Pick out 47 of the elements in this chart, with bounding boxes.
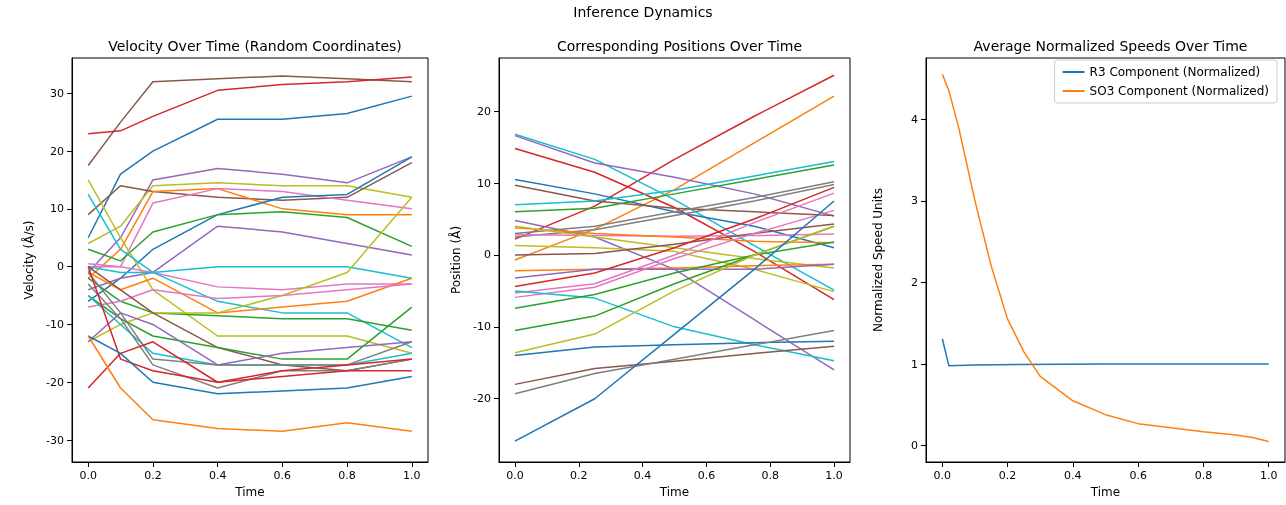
x-tick-label: 0.2 [998,469,1017,482]
x-tick-label: 0.6 [697,469,716,482]
x-tick-label: 1.0 [403,469,421,482]
x-tick-label: 0.0 [506,469,524,482]
x-tick-label: 0.8 [338,469,356,482]
y-tick-label: 10 [50,202,64,216]
y-tick-label: 3 [911,194,918,208]
x-axis-title: Time [1089,485,1121,499]
x-tick-label: 1.0 [1259,469,1278,482]
y-axis-title: Position (Å) [448,225,464,295]
x-axis-title: Time [234,485,265,499]
x-tick-label: 0.4 [633,469,652,482]
y-tick-label: 0 [911,439,918,453]
x-axis-title: Time [658,485,690,499]
y-tick-label: -10 [46,317,64,331]
chart-title: Corresponding Positions Over Time [556,38,803,54]
legend-label: SO3 Component (Normalized) [1089,84,1270,98]
y-tick-label: 0 [57,260,64,274]
y-axis-title: Normalized Speed Units [871,188,885,332]
y-tick-label: 10 [477,176,491,190]
chart-title: Velocity Over Time (Random Coordinates) [108,38,402,54]
y-tick-label: 20 [50,144,64,158]
legend-label: R3 Component (Normalized) [1089,65,1261,79]
x-tick-label: 0.4 [208,469,227,482]
y-tick-label: 2 [911,275,918,289]
x-tick-label: 0.0 [79,469,97,482]
y-tick-label: 20 [477,104,491,118]
y-tick-label: -20 [46,375,64,389]
text: Inference Dynamics [572,4,714,20]
x-tick-label: 0.2 [144,469,162,482]
x-tick-label: 0.6 [1129,469,1147,482]
x-tick-label: 0.6 [273,469,292,482]
y-tick-label: -30 [46,433,64,447]
chart-title: Average Normalized Speeds Over Time [973,38,1248,54]
y-tick-label: -10 [473,320,491,334]
x-tick-label: 0.2 [570,469,588,482]
y-tick-label: -20 [473,392,491,406]
x-tick-label: 1.0 [825,469,843,482]
y-axis-title: Velocity (Å/s) [21,220,37,300]
x-tick-label: 0.8 [1194,469,1213,482]
y-tick-label: 4 [911,112,918,126]
y-tick-label: 30 [50,86,64,100]
x-tick-label: 0.4 [1064,469,1082,482]
x-tick-label: 0.0 [933,469,952,482]
y-tick-label: 0 [484,248,491,262]
y-tick-label: 1 [911,357,918,371]
x-tick-label: 0.8 [761,469,779,482]
